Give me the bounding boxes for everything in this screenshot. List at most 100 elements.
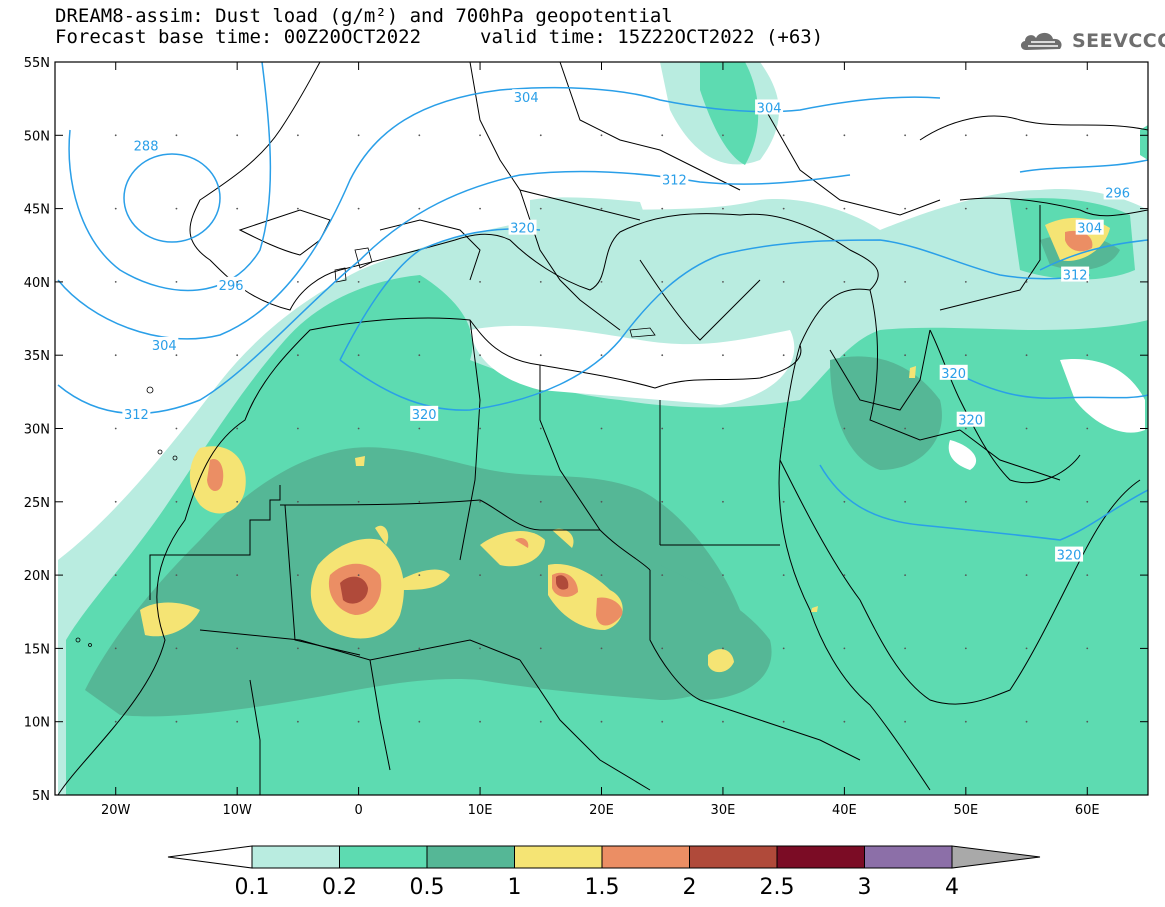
graticule-dot — [722, 720, 724, 723]
graticule-dot — [357, 134, 360, 137]
contour-label: 304 — [757, 101, 782, 116]
graticule-dot — [357, 720, 360, 723]
colorbar-swatch — [514, 845, 603, 869]
contour-label-bg — [939, 364, 968, 380]
graticule-dot — [479, 720, 481, 723]
graticule-dot — [661, 574, 664, 576]
colorbar-high-arrow — [951, 845, 1041, 869]
seevccc-logo: SEEVCCC — [1018, 28, 1165, 54]
graticule-dot — [175, 500, 178, 503]
graticule-dot — [600, 720, 603, 723]
contour-label-bg — [1055, 546, 1084, 562]
graticule-dot — [843, 647, 846, 650]
contour-label: 296 — [1105, 186, 1130, 201]
graticule-dot — [114, 281, 117, 283]
graticule-dot — [964, 281, 967, 283]
geopotential-contours — [57, 62, 1148, 541]
graticule-dot — [114, 500, 117, 503]
graticule-dot — [539, 354, 542, 357]
graticule-dot — [843, 134, 846, 137]
graticule-dot — [539, 281, 542, 283]
colorbar-swatch — [251, 845, 340, 869]
graticule-dot — [236, 720, 239, 723]
graticule-dot — [843, 574, 846, 576]
graticule-dot — [904, 354, 907, 357]
colorbar-tick-label: 0.2 — [322, 875, 357, 900]
contour-label-bg — [660, 171, 689, 187]
contour-label: 320 — [1057, 549, 1082, 564]
cloud-logo-icon — [1020, 32, 1062, 50]
colorbar-tick-label: 0.1 — [235, 875, 270, 900]
graticule-dot — [114, 574, 117, 576]
graticule-dot — [904, 427, 907, 430]
graticule-dot — [539, 134, 542, 137]
graticule-dot — [843, 427, 846, 430]
graticule-dot — [1025, 500, 1028, 503]
graticule-dot — [296, 207, 299, 210]
graticule-dot — [722, 574, 724, 576]
lon-tick-label: 10E — [468, 803, 493, 818]
graticule-dot — [661, 207, 664, 210]
colorbar-swatch — [864, 845, 953, 869]
graticule-dot — [479, 281, 481, 283]
graticule-dot — [479, 574, 481, 576]
graticule-dot — [114, 134, 117, 137]
colorbar-swatch — [689, 845, 778, 869]
colorbar-tick-label: 2.5 — [760, 875, 795, 900]
graticule-dot — [600, 281, 603, 283]
lon-tick-label: 20E — [589, 803, 614, 818]
graticule-dot — [661, 354, 664, 357]
graticule-dot — [904, 207, 907, 210]
graticule-dot — [479, 647, 481, 650]
lat-tick-label: 20N — [24, 569, 50, 584]
contour-312 — [57, 170, 851, 415]
graticule-dot — [357, 427, 360, 430]
graticule-dot — [661, 427, 664, 430]
lon-tick-label: 40E — [832, 803, 857, 818]
lat-tick-label: 15N — [24, 642, 50, 657]
graticule-dot — [904, 281, 907, 283]
graticule-dot — [418, 207, 421, 210]
lon-tick-label: 50E — [953, 803, 978, 818]
contour-labels: 288 296 304 312 304 304 312 320 320 296 304 312 320 3… — [122, 89, 1132, 564]
graticule-dot — [964, 427, 967, 430]
contour-304 — [57, 86, 941, 340]
graticule-dot — [1025, 574, 1028, 576]
graticule-dot — [782, 207, 785, 210]
graticule-dot — [1086, 647, 1089, 650]
graticule-dot — [175, 720, 178, 723]
map-axes: 20W 10W 0 10E 20E 30E 40E 50E 60E 5N 10N 15N 20N 25N 3… — [24, 56, 1148, 818]
graticule-dot — [1025, 281, 1028, 283]
graticule-dot — [904, 134, 907, 137]
graticule-dot — [539, 207, 542, 210]
graticule-dot — [1025, 720, 1028, 723]
graticule-dot — [114, 207, 117, 210]
graticule-dot — [782, 134, 785, 137]
graticule-dot — [600, 354, 603, 357]
lon-tick-label: 30E — [711, 803, 736, 818]
graticule-dot — [539, 647, 542, 650]
graticule-dot — [418, 720, 421, 723]
graticule-dot — [782, 281, 785, 283]
contour-label-bg — [1061, 266, 1090, 282]
contour-label: 304 — [1077, 222, 1102, 237]
graticule-dot — [964, 720, 967, 723]
graticule-dot — [722, 134, 724, 137]
contour-label: 304 — [152, 339, 177, 354]
dust-layer-2 — [340, 575, 569, 604]
contour-320-north — [339, 239, 1091, 411]
graticule-dot — [964, 134, 967, 137]
graticule-dot — [722, 281, 724, 283]
graticule-dot — [843, 354, 846, 357]
lat-tick-label: 25N — [24, 496, 50, 511]
graticule-dot — [964, 207, 967, 210]
graticule-dot — [236, 281, 239, 283]
colorbar-swatch — [601, 845, 690, 869]
graticule-dot — [539, 720, 542, 723]
graticule-dot — [964, 574, 967, 576]
lon-tick-label: 10W — [222, 803, 252, 818]
graticule-dot — [296, 427, 299, 430]
graticule-dot — [1025, 427, 1028, 430]
graticule-dot — [782, 647, 785, 650]
contour-label-bg — [122, 405, 151, 421]
